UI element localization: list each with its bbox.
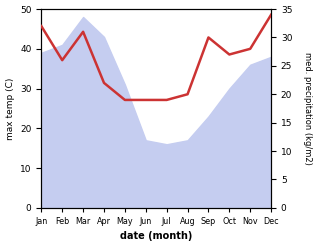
- Y-axis label: med. precipitation (kg/m2): med. precipitation (kg/m2): [303, 52, 313, 165]
- X-axis label: date (month): date (month): [120, 231, 192, 242]
- Y-axis label: max temp (C): max temp (C): [5, 77, 15, 140]
